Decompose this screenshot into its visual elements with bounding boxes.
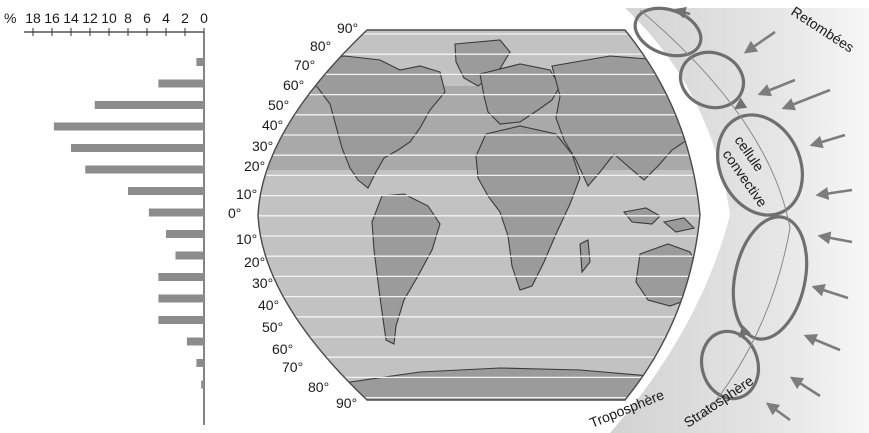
- histogram-bar: [158, 273, 204, 281]
- africa: [475, 125, 581, 291]
- histogram-bar: [158, 316, 204, 324]
- latitude-label: 90°: [336, 395, 357, 411]
- cell-north-1: [678, 50, 746, 110]
- histogram-bar: [85, 165, 204, 174]
- histogram-bar: [128, 187, 204, 195]
- latitude-label: 60°: [283, 77, 304, 93]
- histogram-bar: [94, 101, 204, 109]
- latitude-label: 40°: [258, 297, 279, 313]
- histogram-tick-label: 18: [25, 10, 41, 26]
- fallout-arrow: [789, 376, 821, 398]
- latitude-label: 50°: [262, 319, 283, 335]
- latitude-histogram: % 18 16 14 12 10 8 6 4 2 0: [4, 10, 208, 425]
- histogram-tick-label: 2: [181, 10, 189, 26]
- fallout-arrow: [809, 133, 846, 149]
- map-outline: [257, 29, 701, 401]
- cell-flow-arrow-2: [734, 97, 748, 110]
- latitude-label: 90°: [337, 20, 358, 36]
- fallout-arrow: [817, 231, 853, 245]
- latitude-label: 70°: [282, 359, 303, 375]
- latitude-label: 80°: [308, 379, 329, 395]
- histogram-bar: [201, 380, 204, 389]
- latitude-label: 40°: [262, 117, 283, 133]
- latitude-label: 0°: [228, 205, 241, 221]
- stratosphere-region: [610, 8, 869, 433]
- cell-south-1: [731, 215, 809, 341]
- latitude-label: 10°: [236, 231, 257, 247]
- histogram-tick-label: 10: [101, 10, 117, 26]
- histogram-tick-label: 12: [82, 10, 98, 26]
- histogram-ticks: 18 16 14 12 10 8 6 4 2 0: [25, 10, 208, 36]
- histogram-bar: [158, 79, 204, 88]
- histogram-bar: [196, 359, 204, 367]
- world-map: [257, 29, 701, 401]
- fallout-arrow: [815, 187, 853, 200]
- histogram-bar: [53, 122, 205, 131]
- fallout-arrow: [803, 333, 841, 352]
- histogram-bar: [148, 208, 204, 217]
- cell-convective-main: [716, 113, 804, 217]
- latitude-label: 10°: [236, 186, 257, 202]
- latitude-label: 50°: [268, 97, 289, 113]
- fallout-arrows: [743, 30, 853, 422]
- convective-cells: [633, 6, 809, 401]
- histogram-bar: [158, 294, 204, 303]
- latitude-label: 60°: [272, 341, 293, 357]
- histogram-tick-label: 14: [63, 10, 79, 26]
- histogram-bar: [196, 58, 204, 66]
- fallout-arrow: [765, 402, 791, 422]
- latitude-label: 70°: [294, 57, 315, 73]
- indonesia-east: [662, 217, 696, 233]
- fallout-arrow: [757, 78, 796, 97]
- histogram-bar: [166, 230, 204, 238]
- histogram-tick-label: 6: [143, 10, 151, 26]
- histogram-tick-label: 16: [44, 10, 60, 26]
- percent-symbol: %: [4, 10, 16, 26]
- cell-flow-arrow-3: [738, 324, 752, 338]
- histogram-tick-label: 4: [162, 10, 170, 26]
- fallout-arrow: [811, 284, 849, 300]
- south-america: [371, 193, 441, 345]
- fallout-arrow: [743, 30, 776, 54]
- latitude-label: 20°: [244, 254, 265, 270]
- latitude-labels: 90° 80° 70° 60° 50° 40° 30° 20° 10° 0° 10° 20° 30° 40…: [228, 20, 358, 411]
- histogram-tick-label: 0: [200, 10, 208, 26]
- histogram-bar: [186, 337, 204, 346]
- histogram-tick-label: 8: [124, 10, 132, 26]
- cell-flow-arrow-1: [673, 6, 691, 19]
- latitude-label: 30°: [252, 138, 273, 154]
- cell-south-2: [699, 329, 761, 401]
- fallout-arrow: [781, 88, 831, 111]
- latitude-label: 80°: [310, 38, 331, 54]
- tropopause-line: [639, 9, 791, 421]
- histogram-bar: [71, 144, 204, 152]
- latitude-label: 20°: [244, 158, 265, 174]
- latitude-label: 30°: [252, 275, 273, 291]
- histogram-bars: [53, 58, 205, 389]
- histogram-bar: [175, 251, 204, 260]
